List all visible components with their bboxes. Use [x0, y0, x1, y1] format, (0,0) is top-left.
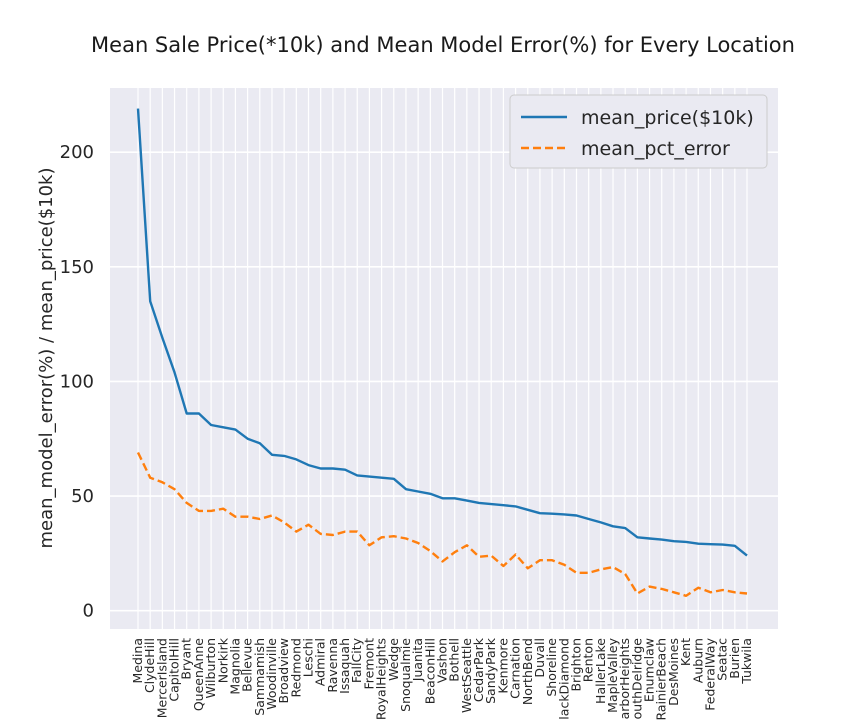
- legend-label-mean-pct-error: mean_pct_error: [581, 138, 730, 160]
- x-tick-label: SandyPark: [483, 637, 498, 704]
- x-tick-label: NorthBend: [520, 638, 535, 705]
- legend-box: [509, 94, 768, 169]
- x-tick-label: Norkirk: [215, 637, 230, 683]
- x-tick-label: Broadview: [276, 638, 291, 703]
- x-tick-label: Redmond: [288, 638, 303, 697]
- x-tick-label: Admiral: [313, 638, 328, 686]
- x-axis-ticks: MedinaClydeHillMercerIslandCapitolHillBr…: [130, 637, 754, 720]
- x-tick-label: Snoqualmie: [398, 638, 413, 712]
- x-tick-label: FallCity: [349, 637, 364, 683]
- x-tick-label: BlackDiamond: [556, 638, 571, 720]
- x-tick-label: SouthDelridge: [629, 638, 644, 720]
- x-tick-label: FederalWay: [702, 637, 717, 710]
- x-tick-label: Juanita: [410, 638, 425, 682]
- x-tick-label: DesMoines: [666, 638, 681, 706]
- x-tick-label: MapleValley: [605, 637, 620, 712]
- x-tick-label: Issaquah: [337, 638, 352, 694]
- x-tick-label: Sammamish: [252, 638, 267, 716]
- chart-title: Mean Sale Price(*10k) and Mean Model Err…: [91, 33, 795, 57]
- x-tick-label: Kenmore: [495, 638, 510, 694]
- x-tick-label: Wilburton: [203, 638, 218, 699]
- plot-area: [110, 88, 778, 629]
- series-line-mean-price: [136, 108, 748, 557]
- y-tick-label: 200: [60, 142, 94, 163]
- legend-label-mean-price: mean_price($10k): [581, 107, 754, 129]
- x-tick-label: Leschi: [301, 638, 316, 677]
- x-tick-label: Tukwila: [739, 638, 754, 685]
- x-tick-label: Carnation: [508, 638, 523, 699]
- x-tick-label: Bellevue: [240, 638, 255, 692]
- x-tick-label: Bothell: [447, 638, 462, 682]
- x-tick-label: CedarPark: [471, 637, 486, 702]
- x-tick-label: Seatac: [715, 638, 730, 681]
- y-axis-label: mean_model_error(%) / mean_price($10k): [36, 168, 57, 549]
- x-tick-label: ClydeHill: [142, 638, 157, 693]
- x-tick-label: Bryant: [179, 638, 194, 680]
- x-tick-label: Vashon: [435, 638, 450, 683]
- x-tick-label: WestSeattle: [459, 638, 474, 713]
- x-tick-label: HarborHeights: [617, 638, 632, 720]
- x-tick-label: Shoreline: [544, 638, 559, 697]
- x-tick-label: Duvall: [532, 638, 547, 678]
- x-tick-label: Brighton: [568, 638, 583, 692]
- x-tick-label: Fremont: [361, 638, 376, 690]
- y-axis-ticks: 0 50 100 150 200: [60, 142, 94, 621]
- x-tick-label: Kent: [678, 638, 693, 666]
- x-tick-label: Ravenna: [325, 638, 340, 693]
- x-tick-label: MercerIsland: [154, 638, 169, 718]
- x-tick-label: Burien: [727, 638, 742, 679]
- x-tick-label: Renton: [581, 638, 596, 682]
- x-tick-label: RainierBeach: [654, 638, 669, 720]
- x-tick-label: Magnolia: [227, 638, 242, 695]
- x-tick-label: QueenAnne: [191, 638, 206, 711]
- x-tick-label: Woodinville: [264, 638, 279, 710]
- x-tick-label: HallerLake: [593, 638, 608, 704]
- x-tick-label: Enumclaw: [642, 638, 657, 702]
- x-tick-label: Auburn: [690, 638, 705, 683]
- series-line-mean-pct-error: [136, 451, 748, 597]
- x-tick-label: Wedge: [386, 638, 401, 681]
- series-lines: [136, 108, 748, 597]
- x-tick-label: Medina: [130, 638, 145, 683]
- x-tick-label: BeaconHill: [422, 638, 437, 704]
- x-tick-label: CapitolHill: [167, 638, 182, 702]
- y-tick-label: 50: [71, 486, 94, 507]
- x-tick-label: RoyalHeights: [374, 638, 389, 720]
- y-tick-label: 100: [60, 371, 94, 392]
- y-tick-label: 150: [60, 257, 94, 278]
- y-tick-label: 0: [83, 601, 94, 622]
- legend: mean_price($10k) mean_pct_error: [509, 94, 768, 169]
